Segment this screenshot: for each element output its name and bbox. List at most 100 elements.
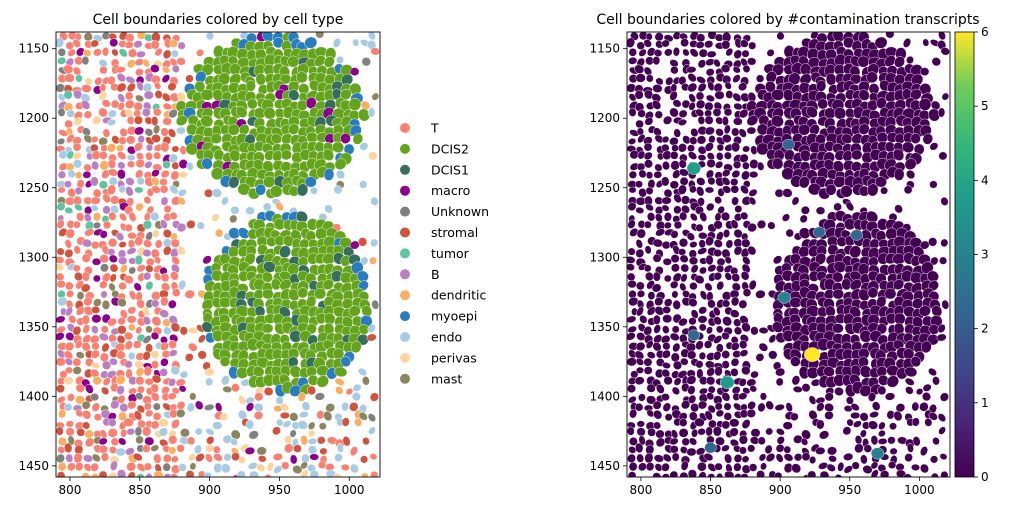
cell-stromal [58, 227, 68, 237]
cell-b [171, 263, 180, 274]
cell-contamination-0 [887, 436, 896, 445]
cell-contamination-0 [643, 366, 653, 375]
cell-dendritic [57, 462, 67, 472]
legend-label: B [431, 267, 440, 282]
cell-b [73, 89, 83, 100]
cell-stromal [133, 115, 143, 125]
cell-contamination-0 [938, 151, 948, 161]
legend-label: dendritic [431, 288, 486, 303]
cell-contamination-0 [920, 340, 932, 354]
cell-t [84, 437, 95, 448]
cell-dcis2 [282, 235, 294, 247]
y-tick-label: 1400 [18, 389, 49, 403]
legend-label: mast [431, 371, 462, 386]
cell-contamination-0 [739, 109, 749, 119]
cell-endo [163, 326, 172, 335]
cell-stromal [56, 426, 64, 436]
cell-stromal [101, 342, 110, 353]
cell-mast [323, 410, 333, 422]
cell-contamination-0 [732, 74, 741, 83]
celltype-panel: Cell boundaries colored by cell type 800… [18, 12, 381, 497]
cell-contamination-0 [721, 350, 730, 359]
cell-tumor [162, 160, 171, 169]
cell-contamination-0 [634, 403, 644, 412]
cell-t [212, 445, 221, 454]
x-tick-label: 900 [769, 483, 792, 497]
cell-contamination-0 [646, 306, 656, 316]
cell-endo [308, 445, 317, 455]
cell-t [102, 128, 111, 138]
cell-contamination-0 [678, 238, 689, 248]
cell-dendritic [215, 228, 224, 238]
cell-contamination-0 [843, 218, 856, 231]
cell-contamination-0 [773, 255, 783, 265]
cell-contamination-0 [755, 74, 765, 83]
cell-t [94, 76, 103, 86]
cell-contamination-0 [713, 350, 722, 361]
cell-contamination-0 [679, 211, 688, 221]
legend-label: perivas [431, 350, 477, 365]
cell-t [67, 462, 76, 472]
cell-contamination-0 [677, 143, 687, 153]
cell-b [125, 186, 134, 197]
cell-t [81, 271, 90, 282]
cell-t [153, 453, 162, 464]
cell-contamination-0 [939, 392, 949, 402]
cell-contamination-0 [686, 447, 697, 457]
cell-contamination-0 [681, 400, 691, 410]
cell-contamination-0 [678, 159, 687, 169]
cell-stromal [76, 427, 86, 437]
cell-unknown [100, 263, 109, 273]
cell-contamination-0 [695, 99, 706, 109]
cell-contamination-0 [662, 257, 672, 266]
cell-unknown [204, 403, 215, 411]
cell-mast [325, 403, 336, 413]
cell-contamination-0 [798, 176, 810, 189]
cell-contamination-0 [791, 196, 800, 206]
cell-t [170, 271, 179, 281]
cell-dendritic [300, 435, 308, 446]
cell-stromal [127, 471, 136, 477]
cell-t [63, 64, 74, 74]
cell-macro [150, 64, 160, 73]
cell-contamination-0 [714, 196, 722, 205]
cell-t [120, 309, 128, 319]
cell-contamination-0 [680, 273, 688, 283]
legend-label: tumor [431, 246, 470, 261]
cell-dcis2 [235, 106, 248, 118]
cell-mast [135, 435, 144, 445]
cell-b [65, 453, 74, 463]
cell-t [170, 170, 180, 181]
cell-contamination-0 [706, 202, 715, 212]
cell-contamination-0 [757, 436, 766, 445]
cell-t [126, 135, 136, 145]
cell-dendritic [178, 196, 186, 206]
cell-t [127, 232, 137, 240]
cell-contamination-0 [740, 473, 749, 477]
cell-contamination-0 [635, 73, 646, 83]
cell-t [153, 107, 162, 117]
cell-endo [98, 59, 108, 68]
cell-contamination-0 [742, 288, 752, 297]
cell-contamination-0 [738, 392, 748, 400]
cell-b [110, 400, 120, 410]
cell-contamination-0 [889, 422, 897, 431]
cell-t [135, 376, 145, 386]
cell-t [90, 462, 99, 472]
cell-t [81, 314, 90, 325]
cell-contamination-0 [715, 409, 724, 418]
cell-contamination-0 [832, 32, 845, 43]
cell-contamination-0 [775, 367, 786, 377]
cell-contamination-0 [643, 326, 653, 336]
cell-endo [262, 202, 272, 212]
cell-contamination-0 [707, 81, 715, 91]
cell-t [150, 383, 159, 393]
cell-unknown [57, 138, 66, 145]
cell-contamination-0 [654, 163, 663, 172]
cell-contamination-0 [699, 211, 708, 222]
cell-endo [222, 434, 233, 444]
cell-contamination-0 [707, 299, 716, 309]
cell-endo [57, 296, 68, 307]
cell-stromal [258, 455, 267, 463]
cell-contamination-0 [678, 118, 687, 126]
